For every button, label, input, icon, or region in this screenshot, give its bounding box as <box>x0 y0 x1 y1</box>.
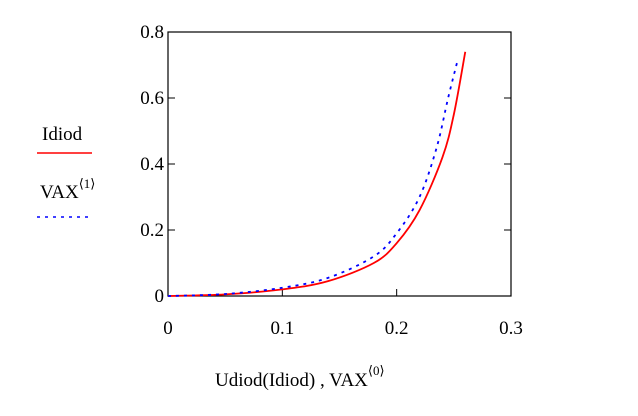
x-tick-label: 0.3 <box>499 318 523 339</box>
y-tick-label: 0.8 <box>140 22 164 43</box>
legend-vax-superscript: ⟨1⟩ <box>79 176 96 191</box>
x-axis-label-base: Udiod(Idiod) , VAX <box>215 370 368 391</box>
series-line-idiod <box>167 51 467 297</box>
axis-ticks: 0 0.1 0.2 0.3 0 0.2 0.4 0.6 0.8 <box>140 22 523 339</box>
x-tick-label: 0.1 <box>270 318 294 339</box>
x-axis-label: Udiod(Idiod) , VAX⟨0⟩ <box>215 363 385 391</box>
legend-label-idiod: Idiod <box>42 124 83 145</box>
legend: Idiod VAX⟨1⟩ <box>37 124 95 218</box>
series-lines <box>167 51 467 297</box>
legend-vax-base: VAX <box>40 182 79 203</box>
y-tick-label: 0.6 <box>140 88 164 109</box>
plot-frame <box>167 31 512 297</box>
series-line-vax <box>167 61 459 297</box>
x-tick-label: 0 <box>163 318 173 339</box>
y-tick-label: 0.2 <box>140 220 164 241</box>
legend-label-vax: VAX⟨1⟩ <box>40 176 95 203</box>
x-tick-label: 0.2 <box>385 318 409 339</box>
y-tick-label: 0.4 <box>140 154 164 175</box>
x-axis-label-superscript: ⟨0⟩ <box>368 363 385 378</box>
y-tick-label: 0 <box>155 286 165 307</box>
